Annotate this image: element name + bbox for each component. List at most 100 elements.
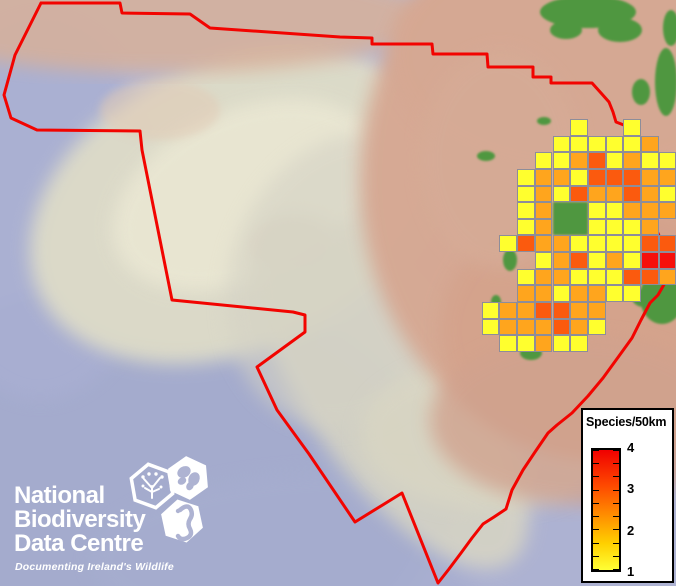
- legend-label-4: 4: [627, 440, 635, 455]
- legend-tick: [613, 450, 619, 451]
- grid-cell: [587, 135, 606, 153]
- grid-cell: [623, 135, 641, 153]
- grid-cell: [552, 285, 571, 303]
- grid-cell: [570, 135, 588, 153]
- grid-cell: [552, 135, 571, 153]
- grid-cell: [623, 268, 641, 286]
- legend: Species/50km 4 3 2 1: [581, 408, 674, 583]
- grid-cell: [605, 135, 624, 153]
- grid-cell: [570, 168, 588, 186]
- legend-tick: [613, 529, 619, 530]
- grid-cell: [641, 168, 659, 186]
- grid-cell: [534, 202, 553, 219]
- logo-text-line3: Data Centre: [14, 530, 144, 557]
- grid-cell: [587, 302, 606, 319]
- legend-tick: [593, 556, 599, 557]
- grid-cell: [517, 302, 535, 319]
- grid-cell: [534, 168, 553, 186]
- grid-cell: [517, 318, 535, 336]
- logo-text-line1: National: [14, 482, 105, 509]
- grid-cell: [658, 202, 676, 219]
- logo-tagline: Documenting Ireland's Wildlife: [15, 561, 174, 573]
- grid-cell: [499, 318, 518, 336]
- grid-cell: [641, 218, 659, 236]
- grid-cell: [605, 152, 624, 169]
- grid-cell: [552, 235, 571, 253]
- grid-cell: [481, 302, 500, 319]
- grid-cell: [534, 218, 553, 236]
- grid-cell: [587, 285, 606, 303]
- butterfly-icon: [168, 456, 208, 500]
- grid-cell: [587, 152, 606, 169]
- legend-tick: [593, 476, 599, 477]
- grid-cell: [552, 152, 571, 169]
- grid-cell: [552, 302, 571, 319]
- grid-cell: [570, 252, 588, 269]
- grid-cell: [517, 268, 535, 286]
- legend-tick: [593, 543, 599, 544]
- legend-label-3: 3: [627, 481, 635, 496]
- grid-cell: [623, 119, 641, 136]
- legend-tick: [613, 556, 619, 557]
- legend-tick: [613, 490, 619, 491]
- grid-cell: [623, 202, 641, 219]
- grid-cell: [641, 185, 659, 203]
- grid-cell: [605, 168, 624, 186]
- legend-tick: [593, 463, 599, 464]
- grid-cell: [517, 185, 535, 203]
- grid-cell: [605, 268, 624, 286]
- logo-hexagons: [129, 456, 208, 543]
- grid-cell: [552, 335, 571, 352]
- grid-cell: [587, 252, 606, 269]
- legend-tick: [593, 503, 599, 504]
- grid-cell: [570, 318, 588, 336]
- grid-cell: [534, 152, 553, 169]
- grid-cell: [552, 185, 571, 203]
- legend-tick: [593, 529, 599, 530]
- grid-cell: [605, 285, 624, 303]
- grid-cell: [570, 119, 588, 136]
- legend-tick: [593, 450, 599, 451]
- grid-cell: [517, 168, 535, 186]
- grid-cell: [641, 152, 659, 169]
- grid-cell: [605, 252, 624, 269]
- legend-tick: [613, 543, 619, 544]
- legend-tick: [593, 569, 599, 570]
- legend-tick: [613, 476, 619, 477]
- grid-cell: [587, 185, 606, 203]
- grid-cell: [517, 218, 535, 236]
- grid-cell: [658, 168, 676, 186]
- grid-cell: [587, 318, 606, 336]
- legend-tick: [613, 463, 619, 464]
- grid-cell: [587, 268, 606, 286]
- legend-tick: [613, 516, 619, 517]
- grid-cell: [499, 302, 518, 319]
- grid-cell: [641, 202, 659, 219]
- tree-icon: [129, 462, 175, 510]
- grid-cell: [517, 235, 535, 253]
- grid-cell: [658, 268, 676, 286]
- grid-cell: [605, 235, 624, 253]
- grid-cell: [570, 285, 588, 303]
- legend-colorbar: [591, 448, 621, 572]
- grid-cell: [534, 252, 553, 269]
- grid-cell: [570, 235, 588, 253]
- grid-cell: [570, 268, 588, 286]
- grid-cell: [534, 335, 553, 352]
- legend-label-2: 2: [627, 523, 635, 538]
- legend-tick: [593, 516, 599, 517]
- grid-cell: [534, 285, 553, 303]
- grid-cell: [623, 285, 641, 303]
- grid-cell: [534, 302, 553, 319]
- grid-cell: [517, 285, 535, 303]
- nbdc-logo: National Biodiversity Data Centre Docume…: [0, 448, 260, 583]
- legend-title: Species/50km: [586, 415, 667, 429]
- legend-tick: [613, 569, 619, 570]
- grid-cell: [658, 235, 676, 253]
- grid-cell: [570, 335, 588, 352]
- grid-cell: [587, 218, 606, 236]
- grid-cell: [623, 152, 641, 169]
- grid-cell: [587, 168, 606, 186]
